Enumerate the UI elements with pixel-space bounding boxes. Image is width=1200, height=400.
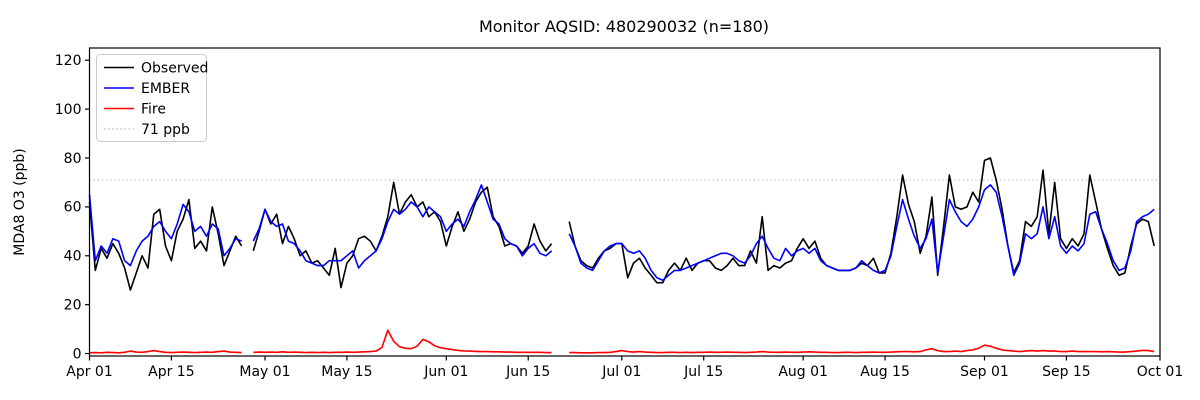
- plot-frame: [88, 47, 1161, 357]
- x-tick-label: Jun 01: [423, 364, 468, 380]
- y-tick-label: 40: [64, 249, 82, 265]
- x-tick-label: Sep 15: [1042, 364, 1091, 380]
- y-tick-label: 0: [73, 346, 82, 362]
- y-tick-label: 80: [64, 151, 82, 167]
- legend-box: [96, 54, 207, 142]
- chart-title: Monitor AQSID: 480290032 (n=180): [479, 17, 769, 36]
- y-tick-label: 20: [64, 297, 82, 313]
- x-tick-label: May 15: [321, 364, 372, 380]
- legend-label: Observed: [141, 60, 208, 76]
- legend: Observed EMBER Fire 71 ppb: [96, 54, 208, 142]
- legend-label: EMBER: [141, 81, 190, 97]
- x-tick-label: Jul 15: [683, 364, 723, 380]
- x-tick-label: Aug 15: [860, 364, 910, 380]
- observed-line: [88, 157, 1155, 291]
- plot-area: 0 20 40 60 80 100 120 Apr 01 Apr 15 May 01 May 15 J…: [55, 47, 1183, 380]
- y-tick-label: 60: [64, 200, 82, 216]
- fire-line: [89, 329, 1155, 354]
- x-tick-label: Apr 01: [66, 364, 112, 380]
- x-tick-label: Oct 01: [1137, 364, 1183, 380]
- y-axis-label: MDA8 O3 (ppb): [12, 148, 28, 256]
- x-tick-label: Apr 15: [148, 364, 194, 380]
- x-tick-label: Aug 01: [778, 364, 828, 380]
- x-tick-label: Jul 01: [601, 364, 641, 380]
- legend-label: Fire: [141, 101, 166, 117]
- ember-line: [88, 184, 1155, 281]
- x-tick-label: Sep 01: [960, 364, 1009, 380]
- x-tick-label: May 01: [239, 364, 290, 380]
- legend-label: 71 ppb: [141, 122, 190, 138]
- x-tick-label: Jun 15: [505, 364, 550, 380]
- y-tick-label: 100: [55, 102, 82, 118]
- y-tick-label: 120: [55, 53, 82, 69]
